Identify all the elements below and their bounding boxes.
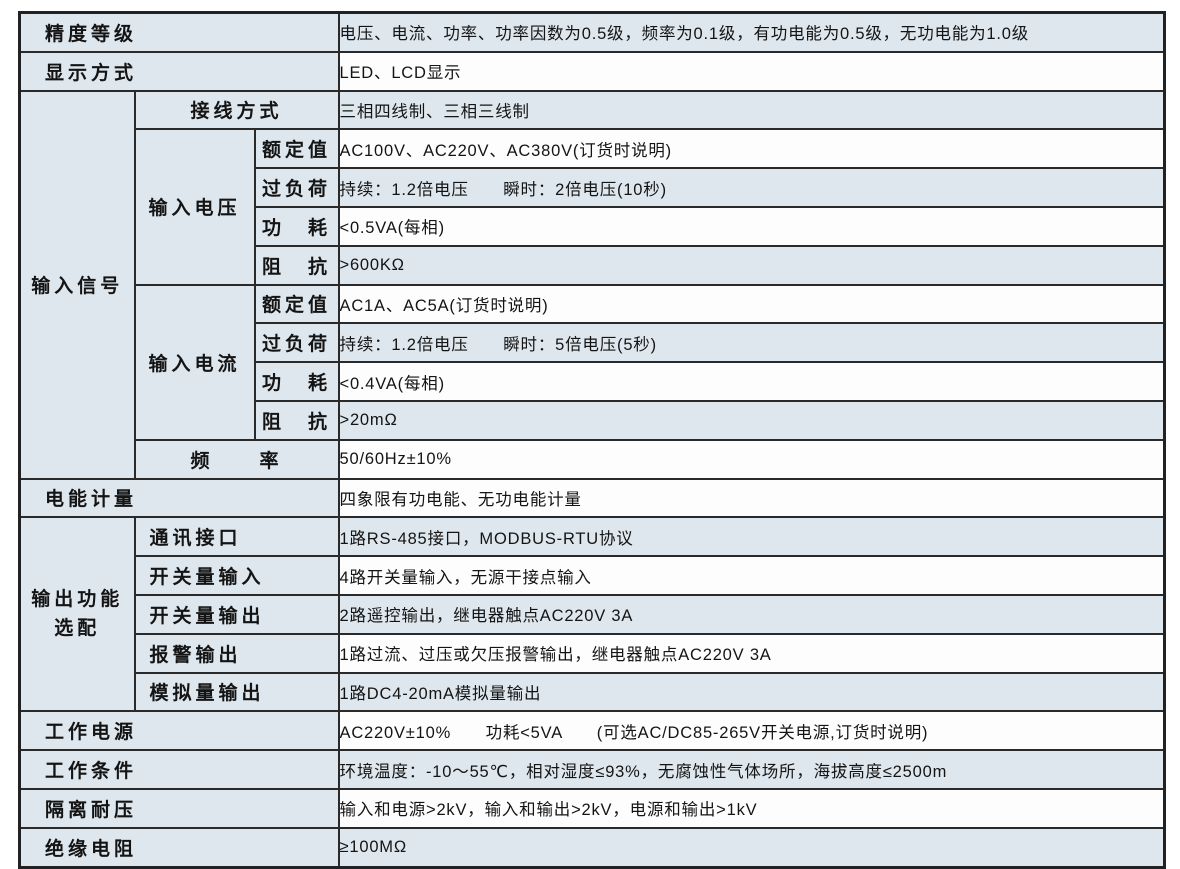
table-row: 功 耗 <0.4VA(每相) [20,361,1166,402]
table-row: 模拟量输出 1路DC4-20mA模拟量输出 [20,671,1166,713]
current-rated-label: 额定值 [253,283,340,325]
table-row: 阻 抗 >20mΩ [20,399,1166,441]
wiring-mode-label: 接线方式 [133,89,340,131]
table-row: 开关量输入 4路开关量输入，无源干接点输入 [20,555,1166,596]
current-overload-label: 过负荷 [253,322,340,364]
input-signal-group-label: 输入信号 [18,89,136,480]
digital-input-label: 开关量输入 [133,555,340,596]
table-row: 隔离耐压 输入和电源>2kV，输入和输出>2kV，电源和输出>1kV [18,787,1166,829]
table-row: 输入电流 额定值 AC1A、AC5A(订货时说明) [20,283,1166,441]
table-row: 频 率 50/60Hz±10% [20,438,1166,480]
wiring-mode-value: 三相四线制、三相三线制 [337,89,1166,131]
voltage-consumption-label: 功 耗 [253,205,340,247]
isolation-voltage-value: 输入和电源>2kV，输入和输出>2kV，电源和输出>1kV [337,787,1166,829]
voltage-impedance-label: 阻 抗 [253,244,340,286]
comm-port-value: 1路RS-485接口，MODBUS-RTU协议 [337,516,1166,558]
power-supply-label: 工作电源 [18,710,340,752]
table-row: 工作条件 环境温度：-10～55℃，相对湿度≤93%，无腐蚀性气体场所，海拔高度… [18,749,1166,790]
work-conditions-value: 环境温度：-10～55℃，相对湿度≤93%，无腐蚀性气体场所，海拔高度≤2500… [337,749,1166,790]
accuracy-class-label: 精度等级 [18,11,340,53]
voltage-consumption-value: <0.5VA(每相) [337,205,1166,247]
current-rated-value: AC1A、AC5A(订货时说明) [337,283,1166,325]
table-row: 绝缘电阻 ≥100MΩ [18,826,1166,869]
energy-metering-value: 四象限有功电能、无功电能计量 [337,477,1166,519]
work-conditions-label: 工作条件 [18,749,340,790]
voltage-impedance-value: >600KΩ [337,244,1166,286]
table-row: 输出功能 选配 通讯接口 1路RS-485接口，MODBUS-RTU协议 [18,516,1166,713]
current-impedance-value: >20mΩ [337,399,1166,441]
alarm-output-value: 1路过流、过压或欠压报警输出，继电器触点AC220V 3A [337,632,1166,674]
current-overload-value: 持续：1.2倍电压 瞬时：5倍电压(5秒) [337,322,1166,364]
power-supply-value: AC220V±10% 功耗<5VA (可选AC/DC85-265V开关电源,订货… [337,710,1166,752]
current-consumption-label: 功 耗 [253,361,340,402]
voltage-overload-label: 过负荷 [253,167,340,208]
analog-output-value: 1路DC4-20mA模拟量输出 [337,671,1166,713]
comm-port-label: 通讯接口 [133,516,340,558]
spec-table: 精度等级 电压、电流、功率、功率因数为0.5级，频率为0.1级，有功电能为0.5… [18,11,1167,869]
voltage-rated-value: AC100V、AC220V、AC380V(订货时说明) [337,128,1166,170]
display-mode-label: 显示方式 [18,50,340,92]
table-row: 阻 抗 >600KΩ [20,244,1166,286]
spec-table-container: 精度等级 电压、电流、功率、功率因数为0.5级，频率为0.1级，有功电能为0.5… [18,11,1167,869]
digital-output-label: 开关量输出 [133,593,340,635]
analog-output-label: 模拟量输出 [133,671,340,713]
table-row: 工作电源 AC220V±10% 功耗<5VA (可选AC/DC85-265V开关… [18,710,1166,752]
table-row: 功 耗 <0.5VA(每相) [20,205,1166,247]
energy-metering-label: 电能计量 [18,477,340,519]
voltage-rated-label: 额定值 [253,128,340,170]
digital-input-value: 4路开关量输入，无源干接点输入 [337,555,1166,596]
table-row: 开关量输出 2路遥控输出，继电器触点AC220V 3A [20,593,1166,635]
table-row: 显示方式 LED、LCD显示 [18,50,1166,92]
accuracy-class-value: 电压、电流、功率、功率因数为0.5级，频率为0.1级，有功电能为0.5级，无功电… [337,11,1166,53]
frequency-value: 50/60Hz±10% [337,438,1166,480]
table-row: 输入信号 接线方式 三相四线制、三相三线制 [18,89,1166,480]
frequency-label: 频 率 [133,438,340,480]
output-options-group-label: 输出功能 选配 [18,516,136,713]
table-row: 过负荷 持续：1.2倍电压 瞬时：2倍电压(10秒) [20,167,1166,208]
alarm-output-label: 报警输出 [133,632,340,674]
current-impedance-label: 阻 抗 [253,399,340,441]
table-row: 电能计量 四象限有功电能、无功电能计量 [18,477,1166,519]
insulation-resistance-label: 绝缘电阻 [18,826,340,869]
display-mode-value: LED、LCD显示 [337,50,1166,92]
voltage-overload-value: 持续：1.2倍电压 瞬时：2倍电压(10秒) [337,167,1166,208]
input-current-group-label: 输入电流 [133,283,256,441]
isolation-voltage-label: 隔离耐压 [18,787,340,829]
table-row: 输入电压 额定值 AC100V、AC220V、AC380V(订货时说明) [20,128,1166,286]
insulation-resistance-value: ≥100MΩ [337,826,1166,869]
digital-output-value: 2路遥控输出，继电器触点AC220V 3A [337,593,1166,635]
table-row: 精度等级 电压、电流、功率、功率因数为0.5级，频率为0.1级，有功电能为0.5… [18,11,1166,53]
table-row: 过负荷 持续：1.2倍电压 瞬时：5倍电压(5秒) [20,322,1166,364]
input-voltage-group-label: 输入电压 [133,128,256,286]
table-row: 报警输出 1路过流、过压或欠压报警输出，继电器触点AC220V 3A [20,632,1166,674]
current-consumption-value: <0.4VA(每相) [337,361,1166,402]
